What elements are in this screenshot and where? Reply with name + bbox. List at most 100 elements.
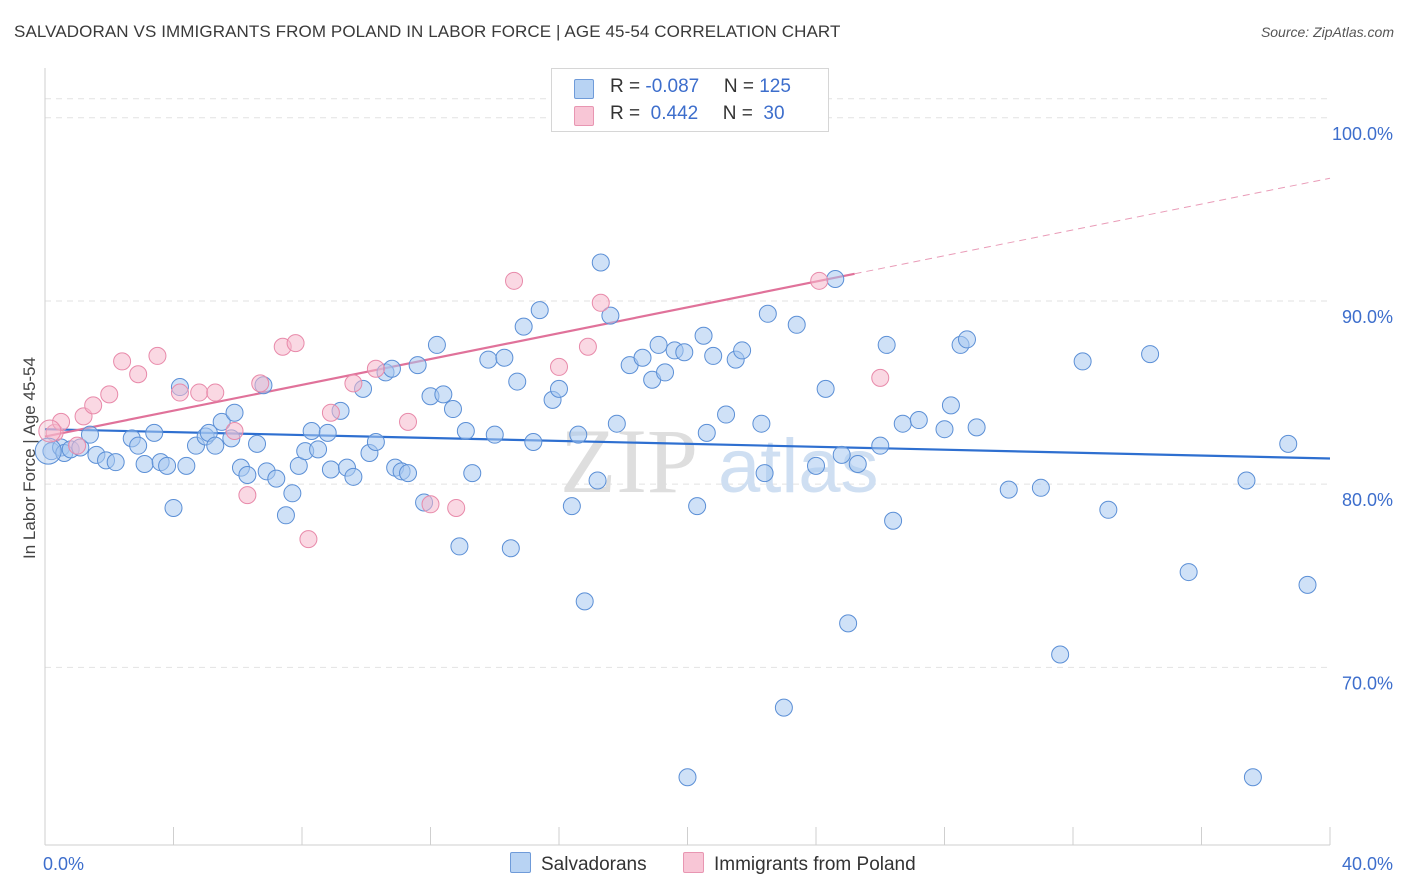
data-points	[34, 253, 1317, 787]
point-salvadoran	[302, 422, 321, 441]
point-salvadoran	[678, 768, 697, 787]
point-salvadoran	[158, 456, 177, 475]
point-poland	[871, 368, 890, 387]
point-salvadoran	[957, 330, 976, 349]
point-salvadoran	[1099, 500, 1118, 519]
trend-line-salvadorans	[44, 428, 1331, 460]
point-salvadoran	[463, 464, 482, 483]
legend-n-label: N =	[723, 76, 760, 97]
point-poland	[206, 383, 225, 402]
point-salvadoran	[1237, 471, 1256, 490]
point-salvadoran	[225, 403, 244, 422]
point-poland	[170, 383, 189, 402]
legend-n-label: N =	[722, 103, 759, 124]
point-salvadoran	[177, 456, 196, 475]
point-poland	[421, 495, 440, 514]
point-salvadoran	[562, 497, 581, 516]
y-tick-label: 70.0%	[1342, 673, 1393, 693]
point-salvadoran	[649, 335, 668, 354]
bottom-legend-label: Salvadorans	[541, 854, 647, 875]
point-salvadoran	[752, 414, 771, 433]
point-salvadoran	[1279, 434, 1298, 453]
point-salvadoran	[633, 348, 652, 367]
point-salvadoran	[607, 414, 626, 433]
point-salvadoran	[826, 269, 845, 288]
legend-swatch-blue	[574, 79, 594, 99]
point-salvadoran	[848, 454, 867, 473]
point-salvadoran	[774, 698, 793, 717]
point-salvadoran	[344, 467, 363, 486]
point-salvadoran	[733, 341, 752, 360]
point-salvadoran	[999, 480, 1018, 499]
point-salvadoran	[434, 385, 453, 404]
bottom-legend-swatch-blue	[510, 852, 531, 873]
point-poland	[113, 352, 132, 371]
point-salvadoran	[479, 350, 498, 369]
point-poland	[321, 403, 340, 422]
point-salvadoran	[267, 469, 286, 488]
point-salvadoran	[656, 363, 675, 382]
point-poland	[550, 357, 568, 376]
point-poland	[225, 422, 244, 441]
point-salvadoran	[1031, 478, 1050, 497]
point-salvadoran	[1073, 352, 1092, 371]
legend-swatch-pink	[574, 106, 594, 126]
point-salvadoran	[456, 422, 475, 441]
trend-lines	[44, 177, 1331, 460]
point-poland	[344, 374, 363, 393]
point-salvadoran	[34, 437, 62, 465]
point-salvadoran	[283, 484, 302, 503]
y-tick-label: 100.0%	[1332, 124, 1393, 144]
point-salvadoran	[588, 471, 607, 490]
point-salvadoran	[530, 301, 549, 320]
point-salvadoran	[427, 335, 446, 354]
point-salvadoran	[935, 420, 954, 439]
point-salvadoran	[238, 465, 257, 484]
point-salvadoran	[164, 498, 183, 517]
x-tick-label: 40.0%	[1342, 854, 1393, 874]
point-salvadoran	[106, 453, 125, 472]
point-salvadoran	[1243, 768, 1262, 787]
point-salvadoran	[129, 436, 148, 455]
point-salvadoran	[575, 592, 594, 611]
point-salvadoran	[704, 346, 723, 365]
point-salvadoran	[501, 539, 520, 558]
point-salvadoran	[697, 423, 716, 442]
point-salvadoran	[1298, 575, 1317, 594]
point-salvadoran	[807, 456, 825, 475]
point-poland	[286, 334, 305, 353]
point-salvadoran	[443, 400, 462, 419]
point-salvadoran	[758, 304, 777, 323]
point-poland	[578, 337, 597, 356]
point-salvadoran	[1141, 345, 1160, 364]
point-salvadoran	[309, 440, 328, 459]
bottom-legend-salvadorans: Salvadorans	[510, 852, 647, 876]
point-salvadoran	[550, 379, 568, 398]
point-salvadoran	[318, 423, 337, 442]
bottom-legend-poland: Immigrants from Poland	[683, 852, 916, 876]
legend-r-label: R =	[610, 76, 646, 97]
legend-r-value: -0.087	[645, 76, 700, 97]
point-salvadoran	[524, 433, 543, 452]
point-salvadoran	[135, 454, 154, 473]
tick-labels: 70.0% 80.0% 90.0% 100.0% 0.0% 40.0%	[43, 124, 1393, 874]
point-salvadoran	[688, 497, 707, 516]
legend-n-value: 125	[759, 76, 791, 97]
point-poland	[810, 271, 829, 290]
point-salvadoran	[382, 359, 401, 378]
point-salvadoran	[941, 396, 960, 415]
point-poland	[100, 385, 119, 404]
point-salvadoran	[591, 253, 610, 272]
y-tick-label: 90.0%	[1342, 307, 1393, 327]
point-poland	[129, 365, 148, 384]
point-salvadoran	[80, 425, 99, 444]
chart-title: SALVADORAN VS IMMIGRANTS FROM POLAND IN …	[14, 22, 841, 41]
point-salvadoran	[871, 436, 890, 455]
point-salvadoran	[495, 348, 514, 367]
source-credit: Source: ZipAtlas.com	[1260, 24, 1394, 40]
point-salvadoran	[248, 434, 267, 453]
point-salvadoran	[601, 306, 620, 325]
legend-r-label: R =	[610, 103, 646, 124]
x-tick-label: 0.0%	[43, 854, 84, 874]
point-salvadoran	[893, 414, 912, 433]
